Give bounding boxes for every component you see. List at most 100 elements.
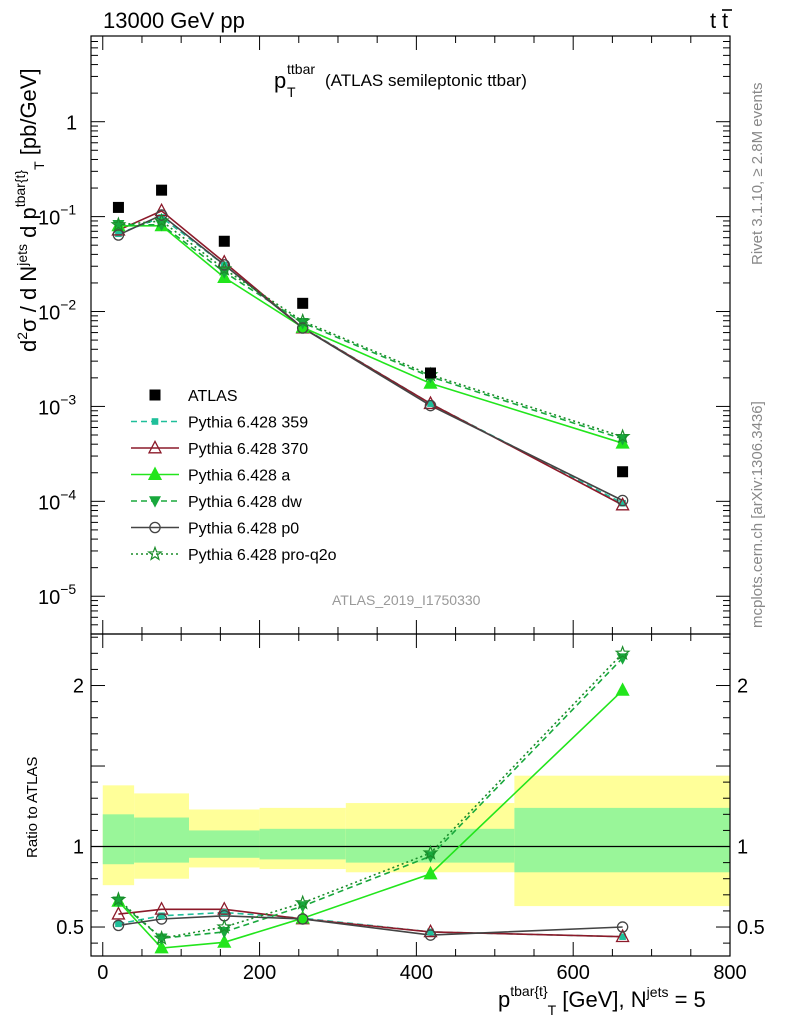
ratio-series-line-2	[117, 689, 624, 949]
legend-label: Pythia 6.428 pro-q2o	[188, 547, 337, 564]
ratio-series-point	[619, 933, 626, 940]
main-series-point	[153, 212, 170, 228]
legend-entry: Pythia 6.428 p0	[131, 521, 299, 538]
ratio-series-point	[112, 919, 125, 932]
main-y-tick-label: 10−2	[38, 297, 76, 325]
main-series-point	[110, 216, 127, 232]
main-plot-frame	[90, 35, 731, 635]
header-energy-label: 13000 GeV pp	[103, 8, 245, 33]
legend-entry: Pythia 6.428 pro-q2o	[131, 545, 337, 564]
ratio-series-point	[615, 682, 630, 696]
main-series-point	[424, 399, 437, 412]
header-process-tbar: t	[722, 8, 728, 33]
main-y-tick-label: 10−5	[38, 581, 76, 609]
uncertainty-bands	[102, 775, 730, 907]
main-title: p ttbar T (ATLAS semileptonic ttbar)	[274, 61, 527, 100]
ratio-panel: 0.5 0.5 1 1 2 2 0 200 400 600 800 Ratio to ATLAS p…	[24, 633, 765, 1018]
inner-uncertainty-band	[102, 814, 135, 865]
legend-entry: Pythia 6.428 370	[131, 440, 308, 458]
header-process-label: t t	[710, 8, 732, 33]
main-y-tick-label: 10−1	[38, 202, 76, 230]
main-y-ticks: 10−5 10−4 10−3 10−2 10−1 1	[38, 35, 731, 635]
main-series-line-1	[118, 209, 623, 506]
ratio-series-point	[153, 929, 170, 946]
ratio-series-point	[115, 920, 122, 928]
main-y-tick-label: 10−4	[38, 486, 76, 514]
main-title-sub: T	[287, 84, 296, 100]
legend-marker	[149, 389, 161, 401]
legend-label: ATLAS	[188, 388, 238, 405]
legend-marker	[147, 466, 163, 480]
main-series-line-3	[118, 224, 623, 440]
legend-marker	[151, 418, 159, 425]
ratio-ticks: 0.5 0.5 1 1 2 2 0 200 400 600 800	[56, 634, 765, 984]
main-title-rest: (ATLAS semileptonic ttbar)	[325, 71, 527, 90]
legend-marker	[149, 496, 161, 508]
ratio-series-point	[154, 939, 169, 954]
ratio-series-point	[158, 912, 165, 920]
ratio-y-tick-label-right: 0.5	[737, 917, 765, 939]
main-series-point	[616, 494, 629, 507]
x-tick-label: 200	[243, 962, 276, 984]
main-series-point	[115, 230, 122, 238]
x-label-end: = 5	[668, 987, 705, 1012]
legend-label: Pythia 6.428 p0	[188, 521, 299, 538]
ratio-series-point	[294, 894, 311, 910]
x-label-jets: jets	[646, 984, 669, 1000]
legend-label: Pythia 6.428 370	[188, 441, 308, 458]
ratio-series-point	[216, 918, 233, 934]
x-axis-label-text: ptbar{t}T [GeV], Njets = 5	[498, 983, 706, 1018]
ratio-series-point	[111, 906, 126, 920]
atlas-data-point	[297, 297, 309, 309]
main-series-lines	[118, 209, 623, 506]
ratio-series-point	[424, 929, 437, 941]
ratio-series-lines	[117, 652, 624, 949]
y-label-tbar: tbar{t}	[12, 170, 28, 208]
main-series-point	[423, 395, 438, 410]
y-label-T: T	[31, 161, 47, 170]
main-series-point	[296, 322, 309, 334]
ratio-series-point	[614, 644, 631, 661]
main-y-axis-label: d2σ / d Njets d ptbar{t}T [pb/GeV]	[12, 68, 47, 352]
x-label-p: p	[498, 987, 510, 1012]
main-series-markers	[110, 202, 631, 511]
main-series-point	[619, 499, 626, 507]
y-label-jets: jets	[14, 244, 30, 267]
ratio-series-point	[154, 901, 169, 915]
legend-marker	[147, 440, 163, 454]
ratio-series-point	[217, 901, 232, 915]
inner-uncertainty-band	[189, 830, 260, 858]
main-series-point	[614, 428, 631, 444]
ratio-y-tick-label-right: 2	[737, 676, 748, 698]
main-series-point	[218, 259, 231, 271]
y-axis-label-text: d2σ / d Njets d ptbar{t}T [pb/GeV]	[12, 68, 47, 352]
main-title-sup: ttbar	[287, 61, 315, 77]
main-panel: 10−5 10−4 10−3 10−2 10−1 1 p ttbar T (ATLAS s…	[12, 35, 731, 635]
ratio-y-tick-label-left: 0.5	[56, 917, 84, 939]
main-series-point	[294, 312, 311, 329]
main-series-point	[216, 260, 233, 276]
legend-label: Pythia 6.428 359	[188, 415, 308, 432]
y-label-sigma: σ / d N	[16, 266, 41, 332]
ratio-series-point	[217, 934, 232, 948]
main-series-point	[155, 209, 168, 221]
ratio-series-point	[296, 913, 309, 925]
ratio-y-tick-label-right: 1	[737, 837, 748, 859]
ratio-series-point	[616, 921, 629, 933]
atlas-data-point	[218, 235, 230, 247]
y-label-dp: d p	[16, 207, 41, 244]
rivet-label: Rivet 3.1.10, ≥ 2.8M events	[749, 83, 766, 266]
inner-uncertainty-band	[259, 828, 346, 860]
x-axis-label: ptbar{t}T [GeV], Njets = 5	[498, 983, 706, 1018]
atlas-data-points	[112, 184, 629, 478]
x-tick-label: 0	[97, 962, 108, 984]
atlas-data-point	[617, 466, 629, 478]
x-tick-label: 400	[400, 962, 433, 984]
main-series-point	[158, 214, 165, 221]
x-tick-label: 600	[557, 962, 590, 984]
legend-label: Pythia 6.428 a	[188, 468, 290, 485]
inner-uncertainty-band	[514, 807, 730, 873]
header-process-t: t	[710, 8, 716, 33]
x-label-rest: [GeV], N	[556, 987, 646, 1012]
y-label-sup2: 2	[14, 332, 30, 340]
